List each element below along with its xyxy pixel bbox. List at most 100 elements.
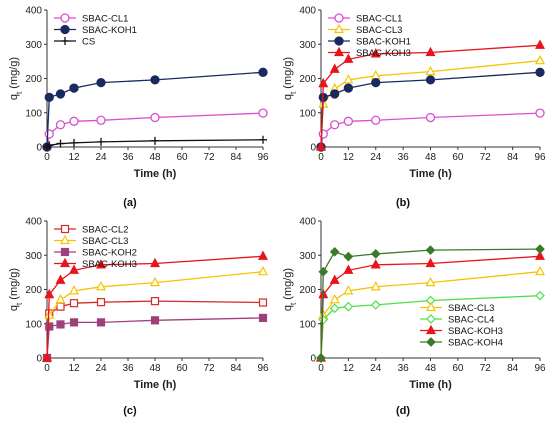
data-point [425,257,436,268]
series-sbac-koh4 [316,244,545,363]
series-sbac-cl1 [316,108,545,152]
data-point [343,264,354,274]
legend-marker [60,234,70,245]
data-point [425,65,436,76]
data-point [329,293,340,304]
x-axis-label: Time (h) [134,379,177,391]
y-tick-label: 400 [299,6,316,17]
data-point [150,316,160,325]
series-line [46,300,264,359]
data-point [55,293,66,304]
data-point [318,266,329,277]
series-sbac-koh3 [42,250,268,362]
x-tick-label: 0 [44,363,50,374]
data-point [150,75,160,85]
x-tick-label: 12 [343,152,355,163]
data-point [96,280,106,291]
data-point [258,298,268,307]
data-point [69,264,79,274]
series-sbac-cl3 [316,54,545,151]
data-point [329,246,340,257]
panel-label: (b) [396,197,410,209]
x-axis-label: Time (h) [409,379,452,391]
data-point [96,115,106,125]
panel-label: (a) [123,197,137,209]
x-tick-label: 96 [534,363,546,374]
x-tick-label: 24 [370,363,382,374]
series-sbac-cl4 [316,290,545,363]
y-tick-label: 200 [25,74,42,85]
data-point [329,63,340,73]
data-point [316,353,326,363]
data-point [150,297,160,306]
data-point [150,257,160,268]
x-tick-label: 48 [425,363,437,374]
y-tick-label: 200 [299,285,316,296]
data-point [370,259,381,269]
y-axis-label: qt (mg/g) [8,268,24,311]
y-tick-label: 400 [25,6,42,17]
y-tick-label: 100 [299,319,316,330]
data-point [44,288,55,299]
data-point [96,298,106,307]
x-tick-label: 72 [480,152,492,163]
y-tick-label: 200 [299,74,316,85]
data-point [69,116,79,126]
panel-label: (d) [396,405,410,417]
x-tick-label: 48 [149,363,161,374]
x-tick-label: 84 [507,363,519,374]
data-point [69,83,79,93]
data-point [370,48,381,58]
data-point [69,318,79,327]
data-point [343,285,354,295]
legend-marker [61,37,69,45]
legend-entry: SBAC-CL4 [448,315,494,326]
data-point [318,129,328,139]
y-tick-label: 100 [25,319,42,330]
data-point [370,249,381,259]
data-point [343,74,354,84]
data-point [55,89,66,99]
x-axis-label: Time (h) [409,168,452,180]
x-tick-label: 24 [370,152,382,163]
data-point [343,53,354,63]
data-point [96,318,106,327]
legend-marker [426,324,436,335]
y-axis-label: qt (mg/g) [282,268,298,311]
series-sbac-cl3 [42,265,268,362]
y-tick-label: 400 [299,217,316,228]
legend-marker [426,337,436,347]
x-tick-label: 60 [452,363,464,374]
x-tick-label: 96 [257,152,269,163]
data-point [44,309,55,319]
data-point [343,251,354,262]
data-point [97,137,105,146]
x-tick-label: 36 [398,363,410,374]
series-line [320,44,541,148]
y-tick-label: 0 [36,354,42,365]
series-sbac-koh3 [316,39,545,151]
x-tick-label: 60 [176,363,188,374]
data-point [318,314,329,325]
x-tick-label: 60 [452,152,464,163]
x-tick-label: 12 [68,363,80,374]
chart-panel: 0 100 200 300 400 0 12 24 36 48 60 72 84 96 Time (h) qt… [282,217,546,418]
x-tick-label: 0 [318,152,324,163]
series-sbac-koh2 [42,313,268,363]
data-point [371,77,381,88]
x-tick-label: 60 [176,152,188,163]
legend-marker [334,13,344,23]
data-point [44,92,54,102]
legend-entry: SBAC-KOH1 [356,37,411,48]
legend-marker [60,224,70,234]
data-point [535,108,545,118]
data-point [535,39,545,49]
x-tick-label: 72 [203,363,215,374]
data-point [535,67,545,77]
chart-panel: 0 100 200 300 400 0 12 24 36 48 60 72 84 96 Time (h) qt… [282,6,546,210]
data-point [45,322,54,331]
data-point [150,112,160,123]
legend-entry: SBAC-KOH3 [356,48,411,59]
